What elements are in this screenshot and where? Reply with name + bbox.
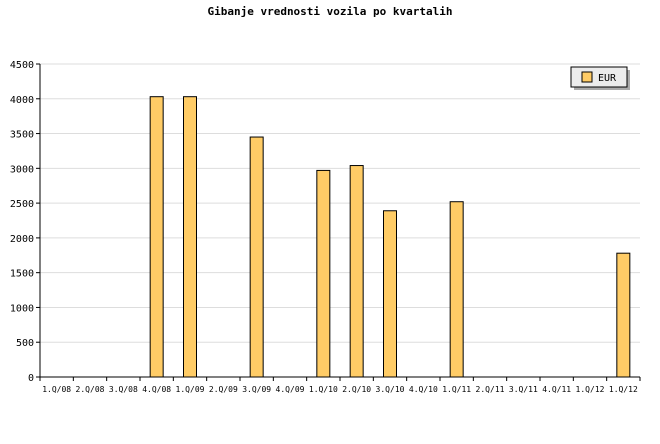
x-tick-label: 1.Q/09: [176, 385, 205, 394]
x-tick-label: 1.Q/08: [42, 385, 71, 394]
y-tick-label: 1000: [10, 303, 34, 314]
chart-title: Gibanje vrednosti vozila po kvartalih: [207, 5, 452, 18]
x-tick-label: 3.Q/10: [376, 385, 405, 394]
x-tick-label: 1.Q/12: [609, 385, 638, 394]
y-tick-label: 500: [16, 338, 34, 349]
y-tick-label: 3500: [10, 130, 34, 141]
x-tick-label: 2.Q/08: [76, 385, 105, 394]
legend-swatch: [581, 71, 593, 83]
y-tick-label: 4500: [10, 60, 34, 71]
bar: [449, 201, 464, 378]
x-tick-label: 4.Q/11: [542, 385, 571, 394]
x-tick-label: 1.Q/11: [442, 385, 471, 394]
bar: [149, 96, 164, 378]
y-tick-label: 4000: [10, 95, 34, 106]
bar: [616, 252, 631, 378]
y-tick-label: 0: [28, 373, 34, 384]
x-tick-label: 1.Q/10: [309, 385, 338, 394]
legend-label: EUR: [598, 73, 617, 84]
x-tick-label: 2.Q/10: [342, 385, 371, 394]
x-tick-label: 1.Q/12: [576, 385, 605, 394]
legend: EUR: [570, 66, 630, 90]
y-tick-label: 3000: [10, 164, 34, 175]
x-tick-label: 3.Q/11: [509, 385, 538, 394]
x-tick-label: 4.Q/09: [276, 385, 305, 394]
x-tick-label: 2.Q/09: [209, 385, 238, 394]
y-tick-label: 2000: [10, 234, 34, 245]
x-tick-label: 4.Q/10: [409, 385, 438, 394]
x-tick-label: 4.Q/08: [142, 385, 171, 394]
x-tick-label: 2.Q/11: [476, 385, 505, 394]
x-tick-label: 3.Q/09: [242, 385, 271, 394]
bar: [349, 165, 364, 378]
y-tick-label: 2500: [10, 199, 34, 210]
y-tick-label: 1500: [10, 269, 34, 280]
bar: [316, 169, 331, 378]
x-tick-label: 3.Q/08: [109, 385, 138, 394]
bar: [183, 96, 197, 378]
bar: [383, 210, 397, 378]
bar: [249, 136, 264, 378]
